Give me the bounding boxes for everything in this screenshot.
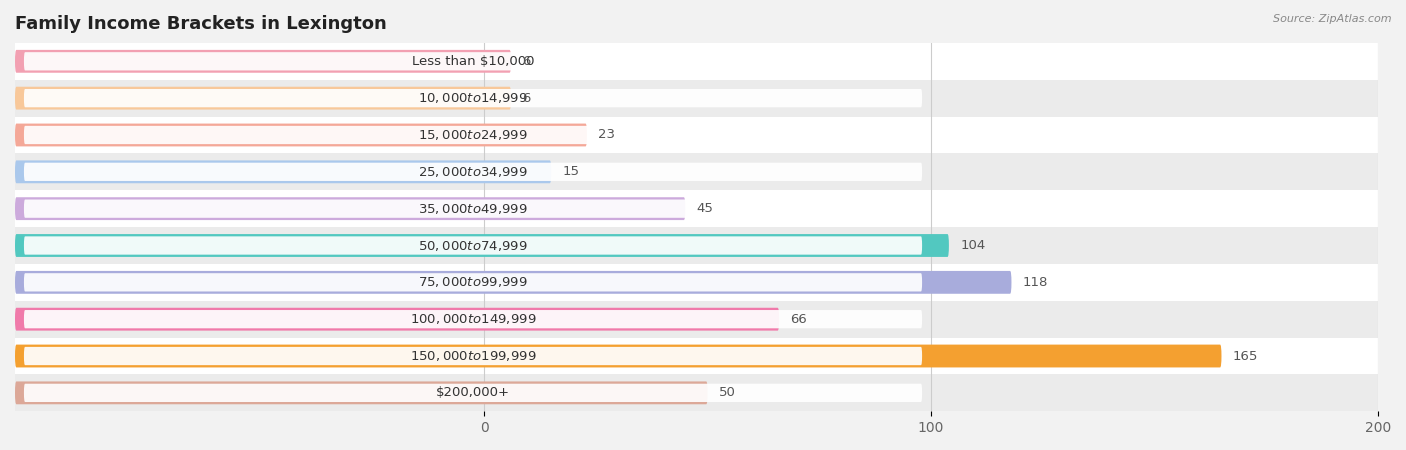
FancyBboxPatch shape [24,52,922,71]
Text: 165: 165 [1233,350,1258,363]
FancyBboxPatch shape [15,160,551,183]
FancyBboxPatch shape [15,117,1378,153]
Text: Source: ZipAtlas.com: Source: ZipAtlas.com [1274,14,1392,23]
FancyBboxPatch shape [15,227,1378,264]
Text: Less than $10,000: Less than $10,000 [412,55,534,68]
FancyBboxPatch shape [15,124,586,146]
Text: $50,000 to $74,999: $50,000 to $74,999 [418,238,527,252]
FancyBboxPatch shape [24,236,922,255]
Text: $150,000 to $199,999: $150,000 to $199,999 [409,349,536,363]
FancyBboxPatch shape [15,50,510,73]
Text: 6: 6 [522,55,530,68]
FancyBboxPatch shape [15,382,707,404]
Text: 50: 50 [718,387,735,399]
FancyBboxPatch shape [24,347,922,365]
Text: Family Income Brackets in Lexington: Family Income Brackets in Lexington [15,15,387,33]
FancyBboxPatch shape [15,153,1378,190]
FancyBboxPatch shape [15,338,1378,374]
FancyBboxPatch shape [24,163,922,181]
FancyBboxPatch shape [15,301,1378,338]
Text: $75,000 to $99,999: $75,000 to $99,999 [418,275,527,289]
Text: $35,000 to $49,999: $35,000 to $49,999 [418,202,527,216]
Text: 66: 66 [790,313,807,326]
Text: 15: 15 [562,165,579,178]
FancyBboxPatch shape [15,80,1378,117]
FancyBboxPatch shape [24,89,922,107]
FancyBboxPatch shape [24,310,922,328]
FancyBboxPatch shape [15,43,1378,80]
Text: 23: 23 [598,129,616,141]
FancyBboxPatch shape [15,190,1378,227]
FancyBboxPatch shape [15,197,685,220]
Text: $25,000 to $34,999: $25,000 to $34,999 [418,165,527,179]
Text: 45: 45 [696,202,713,215]
Text: $100,000 to $149,999: $100,000 to $149,999 [409,312,536,326]
Text: 104: 104 [960,239,986,252]
FancyBboxPatch shape [24,273,922,292]
FancyBboxPatch shape [15,264,1378,301]
Text: 6: 6 [522,92,530,105]
Text: $200,000+: $200,000+ [436,387,510,399]
FancyBboxPatch shape [15,234,949,257]
Text: 118: 118 [1022,276,1047,289]
FancyBboxPatch shape [24,384,922,402]
FancyBboxPatch shape [24,126,922,144]
FancyBboxPatch shape [15,308,779,331]
FancyBboxPatch shape [15,374,1378,411]
Text: $15,000 to $24,999: $15,000 to $24,999 [418,128,527,142]
FancyBboxPatch shape [15,271,1011,294]
FancyBboxPatch shape [24,199,922,218]
FancyBboxPatch shape [15,345,1222,368]
FancyBboxPatch shape [15,87,510,109]
Text: $10,000 to $14,999: $10,000 to $14,999 [418,91,527,105]
